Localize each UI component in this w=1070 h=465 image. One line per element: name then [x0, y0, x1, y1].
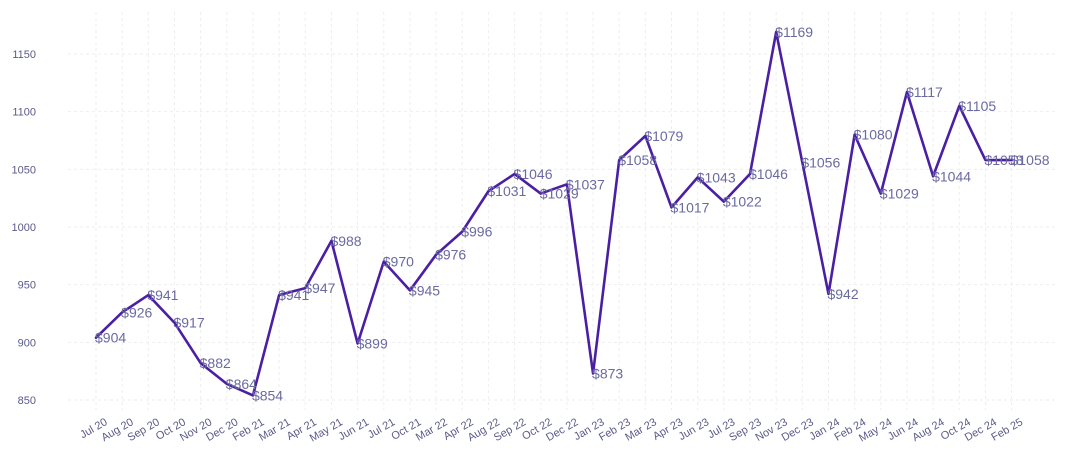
data-label: $996	[461, 224, 492, 240]
data-label: $941	[147, 287, 178, 303]
y-tick-label: 900	[18, 337, 36, 349]
data-label: $1105	[958, 98, 996, 114]
grid-layer	[68, 12, 1056, 410]
data-label: $854	[252, 387, 283, 403]
data-label: $1031	[487, 183, 526, 199]
data-label: $1043	[697, 169, 736, 185]
data-label: $1169	[775, 24, 813, 40]
data-label: $1080	[854, 127, 893, 143]
data-label: $882	[200, 355, 231, 371]
data-label: $926	[121, 304, 152, 320]
data-label: $1029	[880, 186, 919, 202]
data-label: $942	[827, 286, 858, 302]
data-label: $1117	[906, 84, 943, 100]
y-tick-label: 1150	[12, 49, 36, 61]
data-label: $1046	[749, 166, 788, 182]
data-label: $941	[278, 287, 309, 303]
data-label: $873	[592, 365, 623, 381]
y-tick-label: 1050	[12, 164, 36, 176]
data-label: $970	[383, 254, 414, 270]
x-tick-label: Jun 23	[677, 416, 712, 443]
data-label: $864	[226, 376, 257, 392]
data-label: $1056	[801, 154, 840, 170]
data-label: $945	[409, 282, 440, 298]
data-label: $1079	[644, 128, 683, 144]
data-label: $1046	[514, 166, 553, 182]
data-label: $899	[357, 335, 388, 351]
data-label: $988	[330, 233, 361, 249]
data-label: $947	[304, 280, 335, 296]
y-tick-label: 1000	[12, 222, 36, 234]
x-tick-label: Jun 21	[336, 416, 371, 443]
data-label: $917	[173, 315, 204, 331]
y-tick-label: 850	[18, 395, 36, 407]
y-tick-label: 950	[18, 280, 36, 292]
data-label: $904	[95, 330, 126, 346]
data-label: $1037	[566, 176, 605, 192]
data-label: $976	[435, 247, 466, 263]
data-labels: $904$926$941$917$882$864$854$941$947$988…	[95, 24, 1050, 403]
data-label: $1044	[932, 168, 971, 184]
data-label: $1029	[540, 186, 579, 202]
series-layer	[94, 30, 1013, 397]
y-axis-ticks: 850 900 950 1000 1050 1100 1150	[12, 49, 36, 407]
data-label: $1017	[671, 199, 710, 215]
data-label: $1058	[1011, 152, 1050, 168]
data-label: $1058	[618, 152, 657, 168]
series-line	[94, 30, 1013, 397]
data-label: $1058	[984, 152, 1023, 168]
y-tick-label: 1100	[12, 107, 36, 119]
data-label: $1022	[723, 194, 762, 210]
